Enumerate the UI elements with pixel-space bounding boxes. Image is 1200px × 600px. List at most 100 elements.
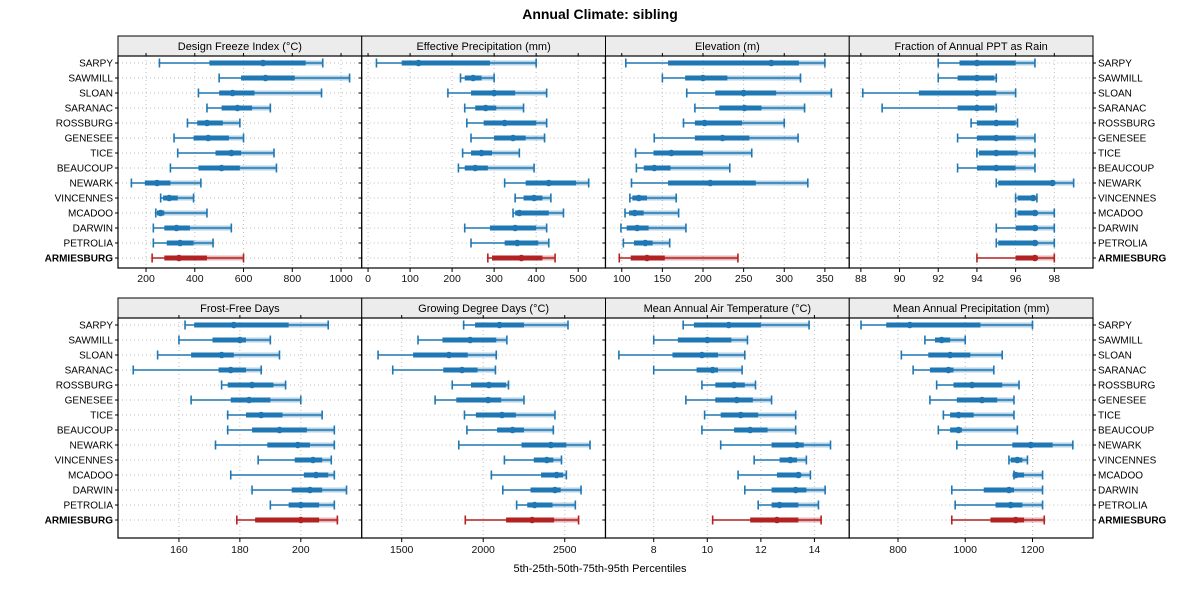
median-dot — [545, 179, 553, 187]
site-row-marks — [490, 470, 568, 480]
median-dot — [1007, 501, 1014, 509]
site-row-marks — [937, 425, 1019, 435]
site-row-marks — [652, 335, 749, 345]
median-dot — [157, 209, 164, 217]
x-tick-label: 200 — [137, 273, 155, 285]
site-row-marks — [661, 73, 802, 83]
x-tick-label: 98 — [1048, 273, 1060, 285]
site-row-marks — [158, 58, 324, 68]
x-tick-label: 200 — [443, 273, 461, 285]
x-tick-label: 400 — [527, 273, 545, 285]
median-dot — [259, 59, 267, 67]
site-row-marks — [753, 455, 808, 465]
site-row-marks — [976, 148, 1036, 158]
figure-caption: 5th-25th-50th-75th-95th Percentiles — [513, 563, 687, 575]
site-label-left: NEWARK — [69, 179, 113, 190]
median-dot — [955, 426, 962, 434]
site-label-right: SAWMILL — [1098, 74, 1143, 85]
median-dot — [516, 209, 523, 217]
median-dot — [746, 426, 754, 434]
panel-bg — [361, 56, 606, 268]
site-label-left: SARANAC — [65, 366, 113, 377]
site-row-marks — [737, 470, 812, 480]
site-label-right: NEWARK — [1098, 179, 1142, 190]
site-row-marks — [463, 103, 525, 113]
site-row-marks — [417, 335, 508, 345]
site-row-marks — [757, 500, 820, 510]
site-row-marks — [229, 470, 336, 480]
median-dot — [699, 74, 707, 82]
x-tick-label: 1000 — [329, 273, 353, 285]
median-dot — [553, 471, 560, 479]
median-dot — [471, 164, 479, 172]
site-label-right: VINCENNES — [1098, 456, 1157, 467]
site-row-marks — [515, 500, 577, 510]
site-label-right: MCADOO — [1098, 471, 1143, 482]
panel-title: Mean Annual Air Temperature (°C) — [644, 303, 811, 315]
median-dot — [938, 336, 946, 344]
site-label-right: GENESEE — [1098, 134, 1147, 145]
site-row-marks — [881, 103, 998, 113]
median-dot — [1012, 516, 1019, 524]
site-row-marks — [220, 380, 287, 390]
site-row-marks — [635, 163, 731, 173]
site-row-marks — [391, 365, 497, 375]
site-row-marks — [995, 178, 1075, 188]
panel-title: Frost-Free Days — [200, 303, 280, 315]
site-row-marks — [451, 380, 510, 390]
median-dot — [631, 209, 639, 217]
site-row-marks — [620, 223, 687, 233]
site-row-marks — [935, 380, 1020, 390]
site-row-marks — [184, 320, 330, 330]
site-label-left: MCADOO — [68, 209, 113, 220]
median-dot — [511, 224, 519, 232]
x-tick-label: 1200 — [1021, 544, 1045, 556]
median-dot — [635, 194, 643, 202]
site-row-marks — [860, 320, 1034, 330]
site-row-marks — [624, 208, 680, 218]
site-row-marks — [950, 485, 1044, 495]
median-dot — [458, 366, 466, 374]
median-dot — [445, 351, 453, 359]
x-tick-label: 100 — [401, 273, 419, 285]
median-dot — [229, 89, 236, 97]
site-label-right: DARWIN — [1098, 486, 1138, 497]
site-row-marks — [447, 88, 548, 98]
median-dot — [793, 441, 801, 449]
median-dot — [234, 104, 241, 112]
site-row-marks — [976, 253, 1056, 263]
median-dot — [1031, 209, 1039, 217]
site-label-right: ROSSBURG — [1098, 381, 1155, 392]
x-tick-label: 500 — [569, 273, 587, 285]
median-dot — [204, 134, 212, 142]
site-row-marks — [719, 440, 832, 450]
x-tick-label: 2000 — [472, 544, 496, 556]
site-label-left: SARPY — [79, 321, 113, 332]
site-row-marks — [1014, 208, 1056, 218]
site-row-marks — [912, 365, 995, 375]
x-tick-label: 94 — [971, 273, 983, 285]
site-row-marks — [625, 58, 826, 68]
median-dot — [248, 381, 256, 389]
median-dot — [165, 194, 173, 202]
site-row-marks — [226, 410, 323, 420]
site-label-left: SLOAN — [79, 351, 113, 362]
site-row-marks — [950, 515, 1046, 525]
site-row-marks — [461, 148, 521, 158]
median-dot — [992, 149, 1000, 157]
site-label-left: SARANAC — [65, 104, 113, 115]
x-tick-label: 600 — [235, 273, 253, 285]
median-dot — [973, 59, 981, 67]
site-row-marks — [685, 88, 833, 98]
median-dot — [725, 321, 733, 329]
median-dot — [1029, 194, 1037, 202]
x-tick-label: 160 — [170, 544, 188, 556]
x-tick-label: 88 — [855, 273, 867, 285]
site-row-marks — [151, 253, 245, 263]
median-dot — [642, 239, 649, 247]
site-label-right: ARMIESBURG — [1098, 254, 1167, 265]
site-label-left: ARMIESBURG — [45, 516, 114, 527]
site-row-marks — [178, 335, 272, 345]
median-dot — [236, 336, 244, 344]
x-tick-label: 12 — [755, 544, 767, 556]
